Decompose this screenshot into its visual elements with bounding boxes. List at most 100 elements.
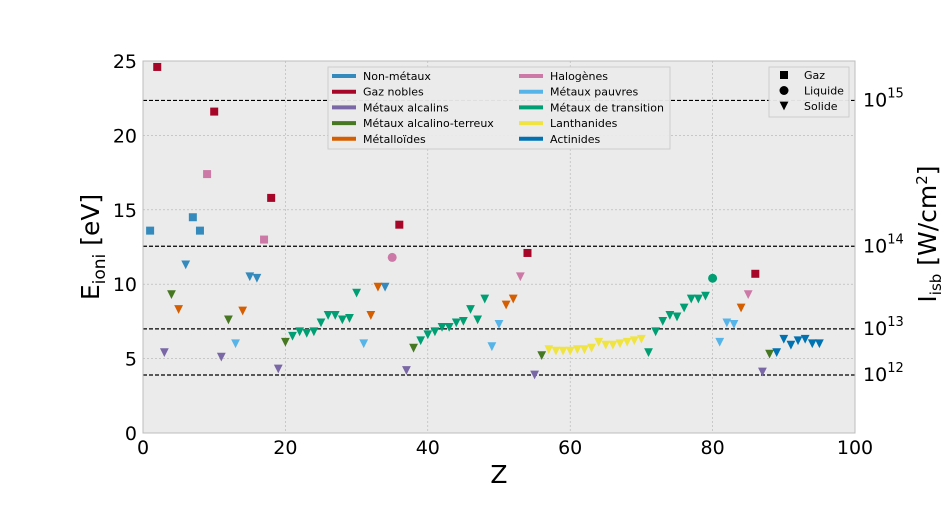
- x-tick-label: 60: [558, 437, 582, 459]
- right-tick-exponent: 13: [887, 315, 904, 330]
- y-ticks: 0 5 10 15 20 25: [113, 51, 137, 445]
- data-point: [416, 336, 426, 346]
- data-point: [637, 334, 646, 344]
- legend-phase-label: Liquide: [804, 85, 844, 98]
- data-point: [395, 220, 404, 229]
- data-point: [686, 294, 696, 304]
- data-point: [373, 282, 383, 292]
- data-point: [729, 319, 739, 329]
- data-point: [786, 340, 796, 350]
- data-point: [722, 318, 732, 328]
- legend-label: Actinides: [550, 133, 601, 146]
- legend-label: Non-métaux: [363, 70, 431, 83]
- data-point: [252, 273, 262, 283]
- legend-label: Lanthanides: [550, 117, 618, 130]
- right-tick-exponent: 15: [887, 86, 904, 101]
- data-point: [594, 337, 604, 347]
- y-axis-label: Eioni [eV]: [76, 194, 110, 300]
- data-point: [466, 305, 475, 314]
- data-point: [615, 339, 625, 349]
- data-point: [487, 342, 497, 352]
- data-point: [565, 346, 575, 356]
- data-point: [572, 345, 582, 355]
- x-tick-label: 40: [416, 437, 440, 459]
- data-point: [473, 315, 483, 325]
- phase-legend: Gaz Liquide Solide: [768, 66, 850, 118]
- x-tick-label: 20: [273, 437, 297, 459]
- data-point: [203, 170, 212, 179]
- data-point: [330, 311, 340, 320]
- data-point: [195, 226, 204, 235]
- data-point: [352, 288, 361, 298]
- x-tick-label: 80: [701, 437, 725, 459]
- data-point: [245, 272, 255, 282]
- data-point: [451, 318, 461, 328]
- data-point: [580, 345, 589, 355]
- data-point: [238, 306, 248, 316]
- data-point: [644, 348, 653, 358]
- legend-phase-marker: [779, 101, 789, 111]
- data-point: [743, 290, 753, 300]
- data-point: [387, 252, 397, 262]
- data-point: [273, 364, 283, 374]
- right-tick-exponent: 14: [887, 232, 904, 247]
- data-point: [444, 322, 454, 332]
- right-axis-label-sub: isb: [927, 274, 945, 296]
- data-point: [309, 327, 319, 337]
- data-point: [359, 339, 369, 349]
- data-point: [366, 311, 376, 320]
- data-point: [587, 343, 596, 353]
- right-tick-base: 10: [863, 89, 887, 111]
- category-legend-box: [327, 66, 671, 150]
- data-point: [174, 305, 183, 314]
- y-tick-label: 0: [125, 423, 137, 445]
- data-point: [544, 345, 554, 355]
- data-point: [765, 349, 774, 359]
- data-point: [295, 327, 305, 337]
- y-tick-label: 25: [113, 51, 137, 73]
- data-point: [715, 337, 725, 347]
- legend-label: Gaz nobles: [363, 86, 424, 99]
- legend-label: Métalloïdes: [363, 133, 426, 146]
- data-point: [494, 319, 504, 329]
- y-tick-label: 15: [113, 200, 137, 222]
- data-point: [679, 303, 689, 313]
- data-point: [167, 290, 176, 300]
- data-point: [530, 370, 539, 380]
- data-point: [815, 339, 824, 349]
- x-axis-label: Z: [490, 460, 507, 489]
- legend-phase-label: Gaz: [804, 69, 825, 82]
- data-point: [665, 311, 675, 320]
- right-axis-label-main: I: [913, 295, 942, 302]
- data-point: [672, 312, 682, 322]
- x-tick-label: 0: [137, 437, 149, 459]
- data-point: [558, 346, 568, 356]
- legend-phase-label: Solide: [804, 100, 838, 113]
- right-tick-exponent: 12: [887, 361, 904, 376]
- data-point: [758, 367, 767, 377]
- y-axis-label-main: E: [76, 284, 105, 300]
- data-point: [267, 193, 276, 202]
- data-point: [402, 366, 411, 375]
- data-point: [159, 348, 169, 358]
- y-axis-label-unit: [eV]: [76, 194, 105, 254]
- data-point: [380, 282, 390, 292]
- data-point: [345, 314, 354, 323]
- data-point: [629, 336, 639, 346]
- data-point: [651, 327, 661, 337]
- data-point: [779, 334, 789, 344]
- x-ticks: 0 20 40 60 80 100: [137, 437, 873, 459]
- data-point: [260, 235, 269, 244]
- data-point: [515, 272, 525, 282]
- data-point: [508, 294, 518, 304]
- data-point: [793, 336, 803, 346]
- right-tick-label: 1013: [863, 315, 904, 340]
- data-point: [181, 260, 191, 270]
- data-point: [216, 352, 226, 362]
- data-point: [153, 62, 162, 71]
- data-point: [693, 294, 703, 304]
- data-point: [537, 351, 547, 361]
- legend-label: Halogènes: [550, 70, 608, 83]
- right-tick-label: 1014: [863, 232, 904, 257]
